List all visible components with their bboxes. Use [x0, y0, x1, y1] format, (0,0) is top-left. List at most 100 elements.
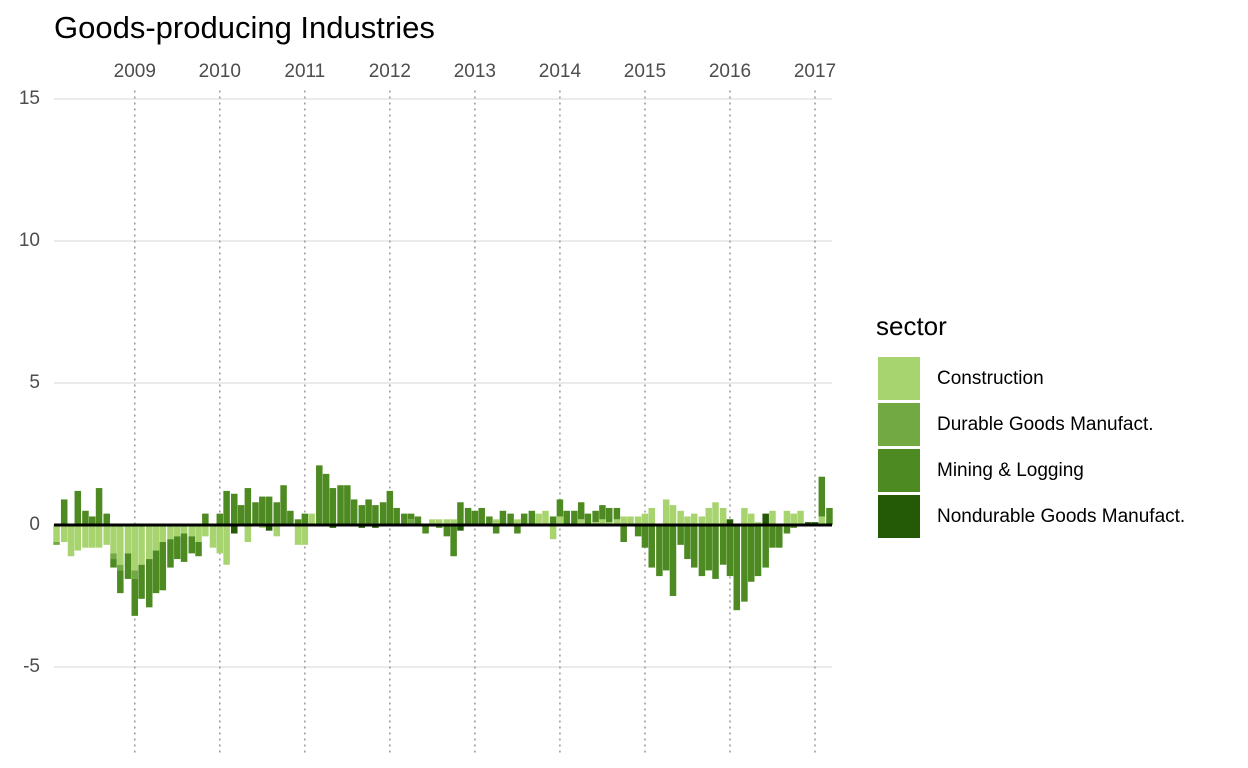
bar-segment — [265, 524, 273, 531]
x-tick-label: 2017 — [794, 61, 836, 82]
x-tick-label: 2010 — [199, 61, 241, 82]
bar-segment — [698, 524, 706, 577]
bar-segment — [429, 519, 436, 525]
bar-segment — [478, 507, 485, 525]
bar-segment — [131, 578, 139, 616]
bar-segment — [159, 524, 167, 543]
bar-segment — [60, 499, 68, 525]
bar-segment — [110, 559, 117, 568]
bar-segment — [202, 524, 209, 537]
bar-segment — [74, 490, 82, 525]
bar-segment — [124, 553, 132, 579]
bar-segment — [741, 524, 748, 602]
bar-segment — [691, 513, 698, 525]
y-tick-label: 15 — [19, 88, 40, 109]
bar-segment — [605, 507, 613, 523]
bar-segment — [138, 524, 145, 565]
bar-segment — [188, 536, 195, 554]
bar-segment — [641, 524, 649, 548]
legend-key — [878, 357, 920, 400]
bar-segment — [422, 524, 429, 534]
bar-segment — [556, 499, 564, 517]
bar-segment — [741, 507, 748, 525]
bar-segment — [95, 488, 103, 525]
bar-segment — [265, 496, 273, 525]
bar-segment — [372, 505, 379, 525]
bar-segment — [280, 485, 287, 525]
bar-segment — [145, 524, 153, 560]
bar-segment — [180, 533, 188, 562]
bar-segment — [662, 499, 670, 525]
bar-segment — [103, 513, 110, 525]
bar-segment — [117, 524, 124, 565]
bar-segment — [492, 519, 500, 525]
bar-segment — [443, 519, 451, 525]
bar-segment — [818, 476, 826, 517]
bar-segment — [549, 516, 557, 525]
bar-segment — [195, 542, 202, 557]
bar-segment — [826, 507, 833, 525]
bar-segment — [634, 516, 642, 525]
bar-segment — [726, 524, 734, 577]
bar-segment — [273, 524, 281, 537]
bar-segment — [110, 524, 117, 554]
bar-segment — [82, 510, 89, 525]
bar-segment — [67, 524, 75, 557]
bar-segment — [53, 542, 60, 545]
bar-segment — [89, 524, 96, 548]
legend-label: Mining & Logging — [937, 460, 1084, 481]
bar-segment — [103, 524, 110, 545]
bar-segment — [407, 519, 415, 525]
bar-segment — [620, 524, 627, 543]
bar-segment — [82, 524, 89, 548]
bar-segment — [117, 564, 124, 571]
bar-segment — [110, 553, 117, 560]
bar-segment — [60, 524, 68, 543]
bar-segment — [712, 524, 719, 579]
bar-segment — [167, 539, 174, 568]
bar-segment — [747, 513, 755, 525]
bar-segment — [528, 510, 536, 525]
bar-segment — [769, 524, 776, 548]
bar-segment — [358, 505, 366, 525]
y-tick-label: -5 — [23, 656, 40, 677]
bar-segment — [344, 485, 351, 525]
bar-segment — [89, 516, 96, 525]
bar-segment — [202, 513, 209, 525]
bar-segment — [507, 513, 514, 525]
bar-segment — [131, 524, 139, 571]
legend-label: Construction — [937, 368, 1044, 389]
bar-segment — [571, 510, 578, 525]
legend-label: Nondurable Goods Manufact. — [937, 506, 1185, 527]
bar-segment — [762, 524, 769, 568]
chart-title: Goods-producing Industries — [54, 10, 435, 45]
bar-segment — [726, 519, 734, 525]
bar-segment — [641, 513, 649, 525]
bar-segment — [414, 516, 422, 525]
bar-segment — [322, 473, 330, 525]
legend-key — [878, 449, 920, 492]
bar-segment — [634, 524, 642, 537]
bar-segment — [790, 513, 797, 525]
bar-segment — [252, 502, 259, 525]
y-tick-label: 0 — [29, 514, 40, 535]
bar-segment — [450, 524, 457, 557]
bar-segment — [294, 524, 302, 545]
bar-segment — [244, 488, 252, 525]
bar-segment — [698, 516, 706, 525]
bar-segment — [301, 513, 309, 525]
x-tick-label: 2016 — [709, 61, 751, 82]
bar-segment — [733, 524, 741, 611]
bar-segment — [174, 524, 181, 537]
bar-segment — [329, 488, 337, 525]
bar-segment — [492, 524, 500, 534]
bar-segment — [167, 524, 174, 540]
bar-segment — [195, 524, 202, 543]
bar-segment — [209, 524, 217, 548]
x-tick-label: 2009 — [114, 61, 156, 82]
bar-segment — [783, 524, 791, 534]
bar-segment — [556, 516, 564, 525]
bar-segment — [435, 519, 443, 525]
bar-segment — [762, 513, 769, 525]
bar-segment — [592, 510, 599, 523]
